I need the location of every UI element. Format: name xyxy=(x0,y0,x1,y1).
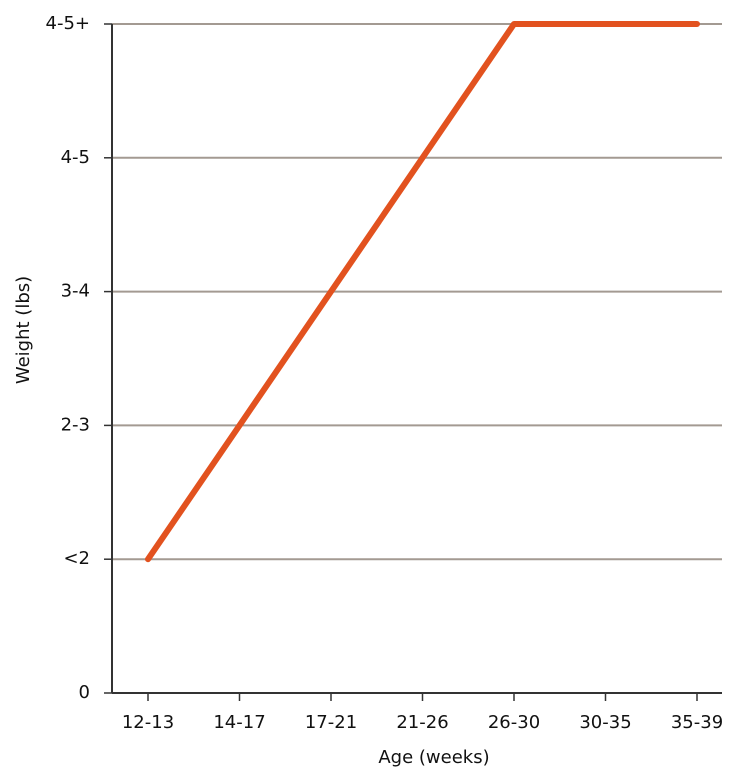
x-tick-label: 21-26 xyxy=(396,712,448,733)
y-tick-label: 3-4 xyxy=(61,281,90,302)
x-tick-label: 17-21 xyxy=(305,712,357,733)
x-tick-label: 14-17 xyxy=(213,712,265,733)
x-tick-label: 26-30 xyxy=(488,712,540,733)
x-tick-label: 12-13 xyxy=(122,712,174,733)
y-tick-label: <2 xyxy=(63,548,90,569)
x-axis-label: Age (weeks) xyxy=(378,747,489,768)
x-tick-label: 30-35 xyxy=(579,712,631,733)
x-tick-label: 35-39 xyxy=(671,712,723,733)
y-tick-label: 4-5 xyxy=(61,147,90,168)
data-line xyxy=(145,21,700,563)
y-tick-label: 0 xyxy=(79,682,90,703)
y-tick-label: 2-3 xyxy=(61,414,90,435)
y-tick-label: 4-5+ xyxy=(46,13,90,34)
y-axis-label: Weight (lbs) xyxy=(13,276,34,384)
